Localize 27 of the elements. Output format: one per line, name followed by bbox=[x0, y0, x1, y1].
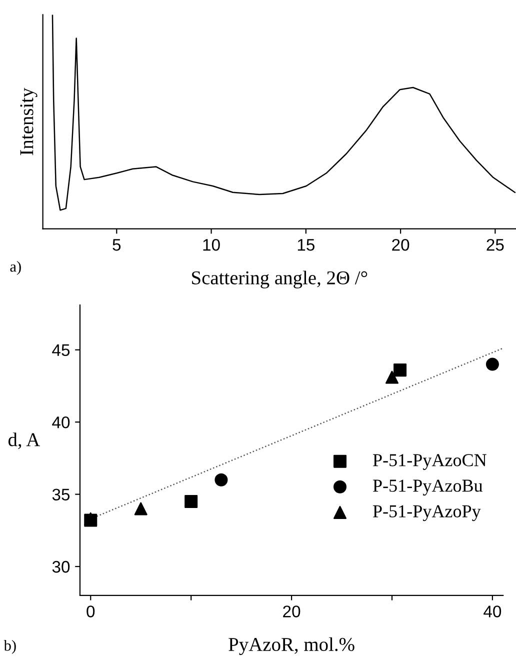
y-axis-title: Intensity bbox=[20, 88, 38, 156]
x-axis-title: PyAzoR, mol.% bbox=[228, 637, 354, 656]
y-axis-title: d, A bbox=[8, 432, 40, 450]
y-tick-label: 30 bbox=[52, 560, 70, 573]
x-tick-label: 20 bbox=[392, 238, 410, 251]
x-axis-title: Scattering angle, 2Θ /° bbox=[192, 270, 368, 288]
x-tick-label: 0 bbox=[86, 606, 95, 618]
x-tick-label: 25 bbox=[486, 238, 504, 251]
x-tick-label: 15 bbox=[298, 239, 314, 251]
legend-label: P-51-PyAzoCN bbox=[373, 454, 486, 470]
point bbox=[385, 370, 398, 384]
x-tick-label: 40 bbox=[484, 606, 502, 618]
x-tick-label: 20 bbox=[283, 606, 300, 618]
point bbox=[184, 495, 198, 508]
point bbox=[394, 364, 407, 377]
text: b) bbox=[4, 640, 16, 654]
text: a) bbox=[10, 261, 21, 275]
legend-label: P-51-PyAzoPy bbox=[373, 505, 481, 522]
y-tick-label: 45 bbox=[52, 344, 70, 356]
point bbox=[214, 473, 228, 486]
y-tick-label: 40 bbox=[52, 416, 70, 428]
x-tick-label: 5 bbox=[112, 239, 121, 251]
x-tick-label: 10 bbox=[203, 238, 220, 251]
legend-label: P-51-PyAzoBu bbox=[373, 480, 483, 496]
y-tick-label: 35 bbox=[52, 488, 70, 500]
point bbox=[134, 502, 148, 516]
point bbox=[486, 358, 499, 371]
